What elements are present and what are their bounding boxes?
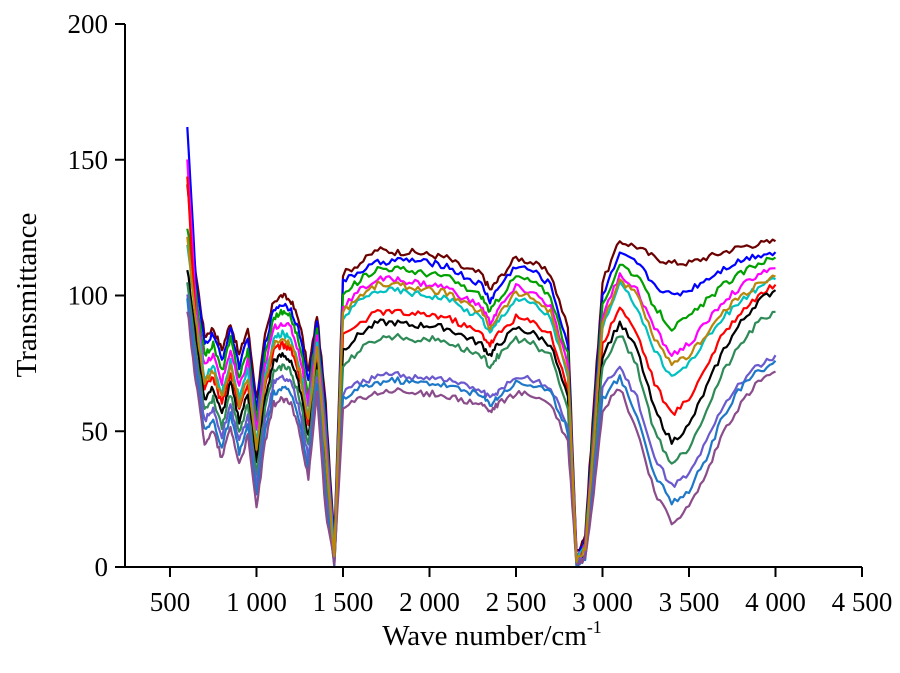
- y-tick-label: 150: [68, 145, 109, 175]
- spectrum-line: [186, 311, 776, 566]
- x-axis-ticks: 500 1 000 1 500 2 000 2 500 3 000 3 500 4 000 4 …: [150, 567, 893, 617]
- x-tick-label: 500: [150, 587, 191, 617]
- spectrum-line: [186, 269, 777, 567]
- x-tick-label: 3 000: [572, 587, 633, 617]
- spectrum-line: [186, 236, 776, 564]
- y-axis-ticks: 0 50 100 150 200: [68, 9, 125, 582]
- x-tick-label: 3 500: [659, 587, 720, 617]
- x-axis-title: Wave number/cm-1: [382, 617, 602, 652]
- spectrum-line: [186, 298, 777, 569]
- spectrum-line: [186, 228, 777, 562]
- x-axis-title-superscript: -1: [587, 617, 602, 637]
- y-tick-label: 50: [81, 416, 108, 446]
- y-tick-label: 100: [68, 281, 109, 311]
- y-tick-label: 200: [68, 9, 109, 39]
- x-tick-label: 2 000: [399, 587, 460, 617]
- y-tick-label: 0: [95, 552, 109, 582]
- x-tick-label: 4 500: [832, 587, 893, 617]
- plot-series: [186, 126, 777, 569]
- spectrum-line: [186, 294, 777, 567]
- x-tick-label: 1 000: [226, 587, 287, 617]
- spectrum-line: [186, 126, 777, 558]
- x-axis-title-text: Wave number/cm: [382, 620, 587, 652]
- y-axis-title: Transmittance: [11, 213, 43, 378]
- spectrum-line: [186, 184, 777, 553]
- x-tick-label: 4 000: [745, 587, 806, 617]
- x-tick-label: 1 500: [313, 587, 374, 617]
- x-tick-label: 2 500: [486, 587, 547, 617]
